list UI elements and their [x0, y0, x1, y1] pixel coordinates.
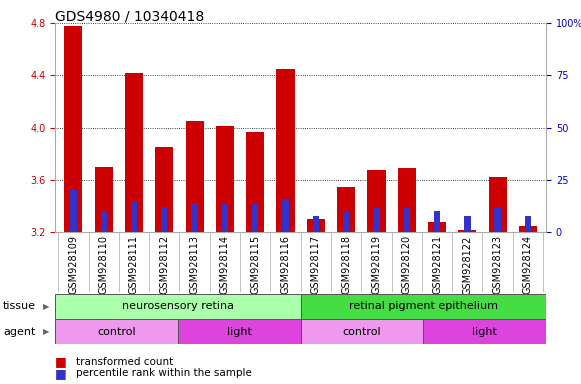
Bar — [222, 203, 228, 232]
Text: GSM928120: GSM928120 — [401, 235, 412, 295]
Bar — [519, 226, 537, 232]
Bar — [55, 319, 178, 344]
Text: light: light — [472, 327, 497, 337]
Bar — [458, 230, 476, 232]
Bar — [282, 199, 289, 232]
Text: GSM928116: GSM928116 — [281, 235, 290, 294]
Bar — [161, 207, 167, 232]
Text: GSM928114: GSM928114 — [220, 235, 230, 294]
Text: GSM928112: GSM928112 — [159, 235, 169, 295]
Bar — [185, 121, 204, 232]
Bar — [525, 215, 531, 232]
Text: GSM928109: GSM928109 — [69, 235, 78, 294]
Bar — [397, 168, 416, 232]
Bar — [101, 211, 107, 232]
Bar — [301, 319, 424, 344]
Text: GSM928111: GSM928111 — [129, 235, 139, 294]
Bar — [424, 319, 546, 344]
Bar — [428, 222, 446, 232]
Bar — [216, 126, 234, 232]
Text: GSM928124: GSM928124 — [523, 235, 533, 295]
Text: GSM928118: GSM928118 — [341, 235, 351, 294]
Text: GSM928121: GSM928121 — [432, 235, 442, 295]
Bar — [252, 203, 259, 232]
Text: agent: agent — [3, 327, 35, 337]
Bar — [131, 201, 137, 232]
Bar — [367, 170, 386, 232]
Text: transformed count: transformed count — [76, 357, 173, 367]
Text: ▶: ▶ — [43, 328, 49, 336]
Bar — [343, 211, 349, 232]
Text: GSM928119: GSM928119 — [371, 235, 382, 294]
Text: ▶: ▶ — [43, 302, 49, 311]
Text: GSM928117: GSM928117 — [311, 235, 321, 295]
Bar — [301, 294, 546, 319]
Text: GSM928110: GSM928110 — [99, 235, 109, 294]
Text: neurosensory retina: neurosensory retina — [122, 301, 234, 311]
Text: GSM928123: GSM928123 — [493, 235, 503, 295]
Text: percentile rank within the sample: percentile rank within the sample — [76, 368, 252, 378]
Bar — [313, 215, 319, 232]
Bar — [95, 167, 113, 232]
Text: light: light — [227, 327, 252, 337]
Bar — [494, 207, 501, 232]
Bar — [434, 211, 440, 232]
Bar — [307, 219, 325, 232]
Bar — [125, 73, 143, 232]
Bar — [489, 177, 507, 232]
Bar — [277, 69, 295, 232]
Bar — [70, 190, 77, 232]
Bar — [178, 319, 301, 344]
Text: retinal pigment epithelium: retinal pigment epithelium — [349, 301, 498, 311]
Text: GSM928122: GSM928122 — [462, 235, 472, 295]
Text: control: control — [97, 327, 136, 337]
Text: tissue: tissue — [3, 301, 36, 311]
Text: ■: ■ — [55, 367, 67, 380]
Bar — [373, 207, 379, 232]
Text: ■: ■ — [55, 355, 67, 368]
Bar — [246, 132, 264, 232]
Text: GDS4980 / 10340418: GDS4980 / 10340418 — [55, 10, 205, 23]
Text: GSM928115: GSM928115 — [250, 235, 260, 295]
Bar — [404, 207, 410, 232]
Bar — [64, 26, 83, 232]
Bar — [155, 147, 173, 232]
Text: control: control — [343, 327, 381, 337]
Bar — [464, 215, 471, 232]
Text: GSM928113: GSM928113 — [189, 235, 200, 294]
Bar — [191, 203, 198, 232]
Bar — [337, 187, 355, 232]
Bar — [55, 294, 301, 319]
